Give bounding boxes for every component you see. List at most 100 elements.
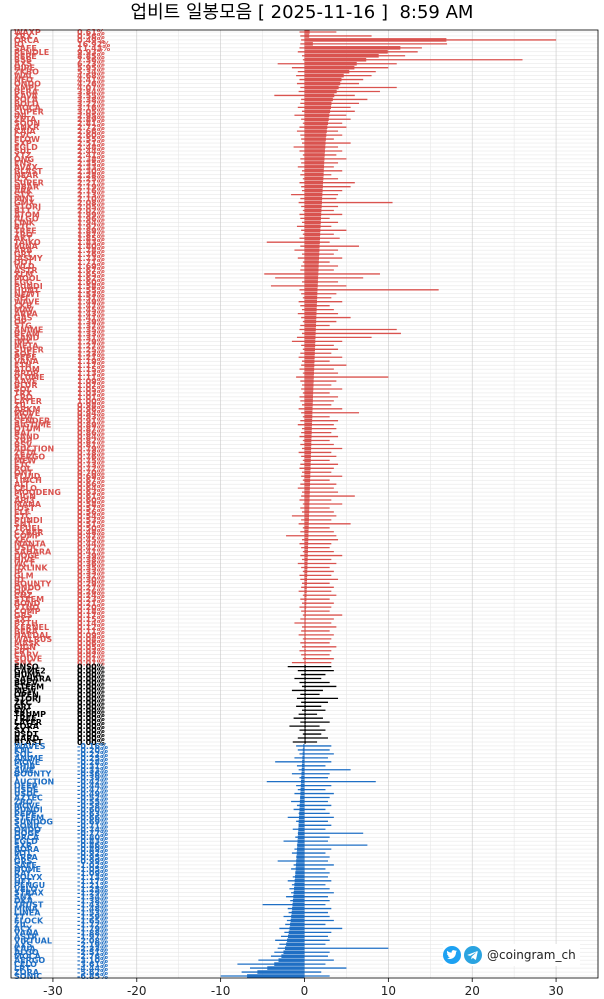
candle-body	[302, 760, 305, 764]
candle-body	[304, 232, 321, 237]
coin-name-label: MEW	[14, 456, 36, 465]
candle-body	[304, 676, 306, 681]
coin-pct-label: -0.95%	[77, 853, 108, 862]
coin-pct-label: 0.94%	[77, 409, 105, 418]
candle-body	[304, 470, 311, 475]
coin-pct-label: 3.55%	[77, 91, 105, 100]
candle-body	[304, 700, 306, 705]
coin-name-label: TRX	[14, 389, 33, 398]
candle-body	[303, 744, 305, 748]
candle-body	[304, 407, 313, 411]
coin-pct-label: -1.88%	[77, 928, 108, 937]
coin-name-label: PEPE	[14, 353, 37, 362]
twitter-icon[interactable]	[443, 946, 461, 964]
coin-name-label: NEWT	[14, 290, 41, 299]
coin-pct-label: 0.23%	[77, 595, 105, 604]
coin-pct-label: 1.49%	[77, 298, 105, 307]
coin-pct-label: 1.53%	[77, 290, 105, 299]
candle-body	[304, 133, 327, 137]
coin-name-label: ONT	[14, 468, 33, 477]
coin-pct-label: 8.85%	[77, 52, 105, 61]
candle-body	[304, 291, 318, 296]
coin-name-label: BREV	[14, 678, 39, 687]
credit-badge[interactable]: @coingram_ch	[443, 944, 580, 966]
coin-name-label: WAVE	[14, 298, 40, 307]
coin-pct-label: 1.85%	[77, 234, 105, 243]
candle-body	[304, 625, 306, 629]
coin-pct-label: 0.33%	[77, 567, 105, 576]
candle-body	[304, 581, 307, 586]
candle-body	[304, 236, 321, 241]
candle-body	[304, 323, 316, 328]
coin-pct-label: 2.72%	[77, 123, 105, 132]
candle-body	[304, 319, 317, 324]
coin-name-label: XRP	[14, 437, 32, 446]
coin-pct-label: 1.39%	[77, 318, 105, 327]
coin-pct-label: 0.66%	[77, 480, 105, 489]
coin-name-label: STORJ	[14, 203, 41, 212]
coin-name-label: SXP	[14, 139, 32, 148]
candle-body	[297, 843, 305, 847]
coin-pct-label: -1.25%	[77, 885, 108, 894]
candle-body	[304, 688, 306, 693]
coin-name-label: HUMA	[14, 671, 42, 680]
coin-pct-label: 0.79%	[77, 444, 105, 453]
candle-body	[304, 637, 306, 641]
coin-pct-label: 0.00%	[77, 706, 105, 715]
coin-pct-label: 2.81%	[77, 119, 105, 128]
candle-body	[304, 212, 322, 217]
coin-pct-label: 1.65%	[77, 270, 105, 279]
coin-pct-label: 0.53%	[77, 516, 105, 525]
coin-pct-label: 1.99%	[77, 210, 105, 219]
coin-name-label: VIRTUAL	[14, 936, 52, 945]
coin-name-label: STEEM	[14, 595, 44, 604]
coin-name-label: BIGTIME	[14, 421, 51, 430]
coin-name-label: EVC	[14, 706, 32, 715]
telegram-icon[interactable]	[464, 946, 482, 964]
coin-pct-label: 0.78%	[77, 448, 105, 457]
coin-pct-label: 0.61%	[77, 28, 105, 37]
coin-name-label: ALT	[14, 480, 30, 489]
coin-name-label: SAND	[14, 333, 40, 342]
candle-body	[297, 835, 305, 839]
coin-pct-label: 0.26%	[77, 587, 105, 596]
coin-name-label: ALGO	[14, 214, 39, 223]
candle-body	[304, 371, 314, 375]
candle-body	[304, 660, 306, 665]
coin-pct-label: 1.09%	[77, 377, 105, 386]
coin-name-label: ID	[14, 575, 24, 584]
coin-name-label: BOUNTY	[14, 579, 52, 588]
coin-name-label: WAL	[14, 72, 34, 81]
coin-pct-label: 2.60%	[77, 131, 105, 140]
coin-name-label: BORA	[14, 845, 40, 854]
coin-pct-label: -0.36%	[77, 770, 108, 779]
coin-name-label: KAVA	[14, 91, 38, 100]
coin-pct-label: 0.70%	[77, 468, 105, 477]
candle-body	[299, 807, 305, 812]
candle-body	[304, 450, 312, 455]
candle-body	[304, 264, 319, 268]
coin-name-label: SAFE	[14, 44, 37, 53]
coin-name-label: MTL	[14, 849, 33, 858]
coin-pct-label: 1.35%	[77, 325, 105, 334]
coin-pct-label: 2.35%	[77, 159, 105, 168]
coin-name-label: ATOM	[14, 210, 40, 219]
coin-pct-label: 1.03%	[77, 389, 105, 398]
coin-name-label: MAV	[14, 306, 35, 315]
coin-pct-label: 0.00%	[77, 710, 105, 719]
candle-body	[304, 101, 332, 106]
axis-layer: -30 -20 -10 0 10 20 30	[43, 978, 564, 998]
coin-name-label: MNT	[14, 195, 35, 204]
candle-body	[300, 779, 305, 784]
coin-name-label: AXS	[14, 60, 32, 69]
coin-name-label: MOVE	[14, 758, 40, 767]
coin-pct-label: -0.86%	[77, 841, 108, 850]
candle-body	[294, 883, 305, 887]
coin-pct-label: 0.29%	[77, 579, 105, 588]
candle-body	[304, 478, 311, 482]
coin-pct-label: 1.15%	[77, 365, 105, 374]
candle-body	[299, 799, 305, 804]
candle-body	[304, 50, 388, 54]
coin-pct-label: 0.45%	[77, 536, 105, 545]
candle-body	[304, 446, 312, 451]
